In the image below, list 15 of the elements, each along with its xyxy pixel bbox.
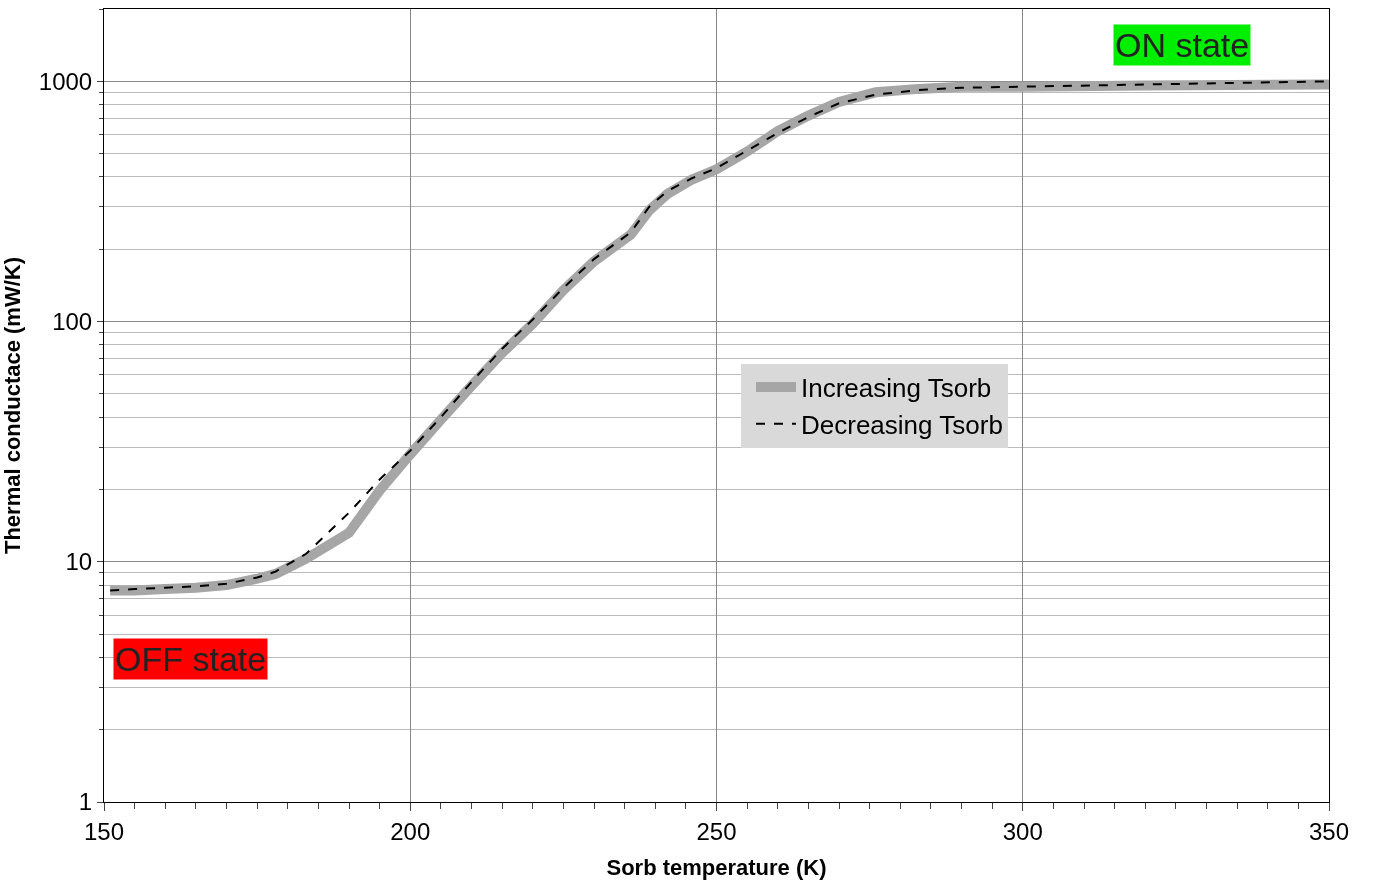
x-tick-label: 200: [390, 817, 431, 845]
y-tick-label: 1: [78, 788, 93, 816]
annotation: OFF state: [115, 640, 267, 678]
x-tick-label: 250: [696, 817, 737, 845]
y-tick-label: 1000: [38, 67, 93, 95]
y-tick-label: 100: [52, 307, 93, 335]
y-tick-label: 10: [65, 548, 93, 576]
x-tick-label: 150: [83, 817, 125, 845]
x-tick-label: 300: [1002, 817, 1043, 845]
y-axis-title: Thermal conductace (mW/K): [0, 256, 25, 555]
x-tick-label: 350: [1308, 817, 1350, 845]
legend-label: Decreasing Tsorb: [801, 409, 1003, 440]
legend-label: Increasing Tsorb: [801, 373, 992, 404]
x-axis-title: Sorb temperature (K): [606, 854, 827, 880]
annotation: ON state: [1115, 26, 1250, 64]
